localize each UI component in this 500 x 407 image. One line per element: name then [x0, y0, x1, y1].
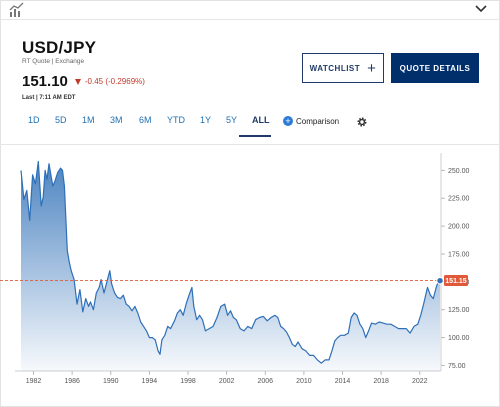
watchlist-button[interactable]: WATCHLIST +	[302, 53, 384, 83]
tab-3m[interactable]: 3M	[110, 115, 123, 125]
y-tick-label: 200.00	[448, 224, 470, 231]
tab-1d[interactable]: 1D	[28, 115, 40, 125]
last-updated: Last | 7:11 AM EDT	[22, 95, 76, 101]
x-tick-label: 1998	[180, 378, 196, 385]
x-tick-label: 1990	[103, 378, 119, 385]
top-bar	[0, 0, 500, 20]
quote-source: RT Quote | Exchange	[22, 58, 85, 65]
y-tick-label: 125.00	[448, 307, 470, 314]
price-change-value: -0.45 (-0.2969%)	[84, 77, 145, 86]
tab-5d[interactable]: 5D	[55, 115, 67, 125]
y-tick-label: 100.00	[448, 335, 470, 342]
tab-1m[interactable]: 1M	[82, 115, 95, 125]
plus-icon: +	[367, 59, 377, 77]
x-tick-label: 2006	[257, 378, 273, 385]
tab-ytd[interactable]: YTD	[167, 115, 185, 125]
y-tick-label: 225.00	[448, 196, 470, 203]
price-change: -0.45 (-0.2969%)	[74, 77, 145, 86]
watchlist-label: WATCHLIST	[309, 63, 361, 73]
y-tick-label: 175.00	[448, 251, 470, 258]
comparison-label: Comparison	[296, 116, 340, 126]
x-tick-label: 2022	[412, 378, 428, 385]
x-tick-label: 2018	[373, 378, 389, 385]
current-price-label: 151.15	[445, 278, 467, 285]
x-tick-label: 2010	[296, 378, 312, 385]
x-tick-label: 2002	[219, 378, 235, 385]
gear-icon[interactable]	[356, 116, 368, 128]
tab-all[interactable]: ALL	[252, 115, 270, 125]
tab-5y[interactable]: 5Y	[226, 115, 238, 125]
price-row: 151.10 -0.45 (-0.2969%)	[22, 73, 145, 90]
symbol-title: USD/JPY	[22, 38, 97, 57]
x-tick-label: 1994	[142, 378, 158, 385]
active-tab-indicator	[239, 135, 271, 137]
last-price: 151.10	[22, 73, 68, 90]
series-line	[20, 160, 441, 364]
comparison-button[interactable]: + Comparison	[283, 116, 339, 126]
chart-icon[interactable]	[9, 2, 25, 18]
chevron-down-icon[interactable]	[474, 3, 488, 15]
x-tick-label: 2014	[335, 378, 351, 385]
x-tick-label: 1982	[26, 378, 42, 385]
tab-6m[interactable]: 6M	[139, 115, 152, 125]
add-circle-icon: +	[283, 116, 293, 126]
series-area	[21, 161, 440, 371]
quote-details-button[interactable]: QUOTE DETAILS	[391, 53, 479, 83]
price-chart[interactable]: 250.00225.00200.00175.00150.00125.00100.…	[0, 145, 500, 407]
divider	[0, 144, 500, 145]
y-tick-label: 75.00	[448, 363, 466, 370]
tab-1y[interactable]: 1Y	[200, 115, 212, 125]
current-price-badge	[444, 275, 468, 287]
x-tick-label: 1986	[64, 378, 80, 385]
down-arrow-icon	[74, 78, 81, 85]
y-tick-label: 250.00	[448, 168, 470, 175]
last-point-marker	[436, 277, 444, 285]
